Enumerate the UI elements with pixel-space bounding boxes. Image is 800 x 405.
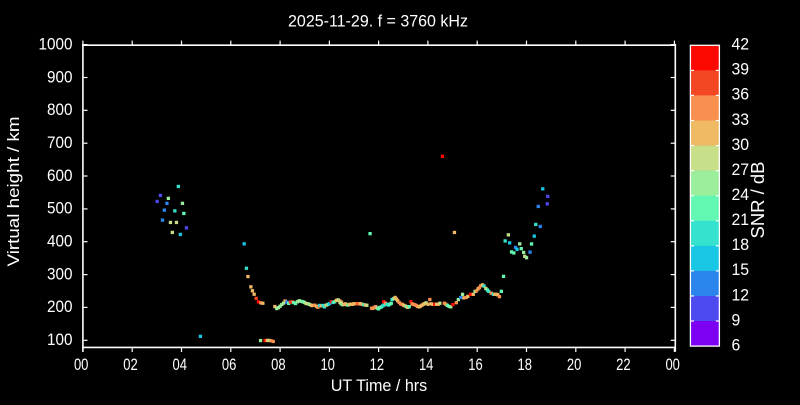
svg-text:18: 18 xyxy=(518,355,533,374)
svg-text:02: 02 xyxy=(123,355,138,374)
svg-text:00: 00 xyxy=(665,355,680,374)
svg-text:UT Time / hrs: UT Time / hrs xyxy=(331,376,428,395)
svg-text:12: 12 xyxy=(732,285,750,304)
svg-text:300: 300 xyxy=(47,264,73,283)
svg-text:08: 08 xyxy=(271,355,286,374)
svg-text:33: 33 xyxy=(732,110,750,129)
svg-text:12: 12 xyxy=(370,355,385,374)
svg-text:42: 42 xyxy=(732,35,750,54)
svg-text:15: 15 xyxy=(732,260,750,279)
svg-text:Virtual height / km: Virtual height / km xyxy=(4,117,23,267)
svg-text:900: 900 xyxy=(47,67,73,86)
svg-text:9: 9 xyxy=(732,310,741,329)
svg-text:14: 14 xyxy=(419,355,434,374)
svg-text:27: 27 xyxy=(732,160,750,179)
svg-text:39: 39 xyxy=(732,60,750,79)
svg-text:16: 16 xyxy=(468,355,483,374)
svg-text:6: 6 xyxy=(732,335,741,354)
svg-text:36: 36 xyxy=(732,85,750,104)
svg-text:200: 200 xyxy=(47,297,73,316)
svg-text:100: 100 xyxy=(47,330,73,349)
svg-text:18: 18 xyxy=(732,235,750,254)
svg-text:1000: 1000 xyxy=(39,34,73,53)
svg-text:00: 00 xyxy=(74,355,89,374)
svg-text:06: 06 xyxy=(222,355,237,374)
svg-text:20: 20 xyxy=(567,355,582,374)
svg-text:30: 30 xyxy=(732,135,750,154)
svg-text:10: 10 xyxy=(320,355,335,374)
svg-text:SNR / dB: SNR / dB xyxy=(748,162,768,239)
svg-text:22: 22 xyxy=(616,355,631,374)
svg-text:24: 24 xyxy=(732,185,750,204)
svg-text:500: 500 xyxy=(47,199,73,218)
svg-text:04: 04 xyxy=(173,355,188,374)
svg-text:800: 800 xyxy=(47,100,73,119)
svg-text:400: 400 xyxy=(47,232,73,251)
svg-text:700: 700 xyxy=(47,133,73,152)
svg-text:21: 21 xyxy=(732,210,750,229)
svg-text:2025-11-29. f = 3760 kHz: 2025-11-29. f = 3760 kHz xyxy=(288,12,468,31)
svg-text:600: 600 xyxy=(47,166,73,185)
